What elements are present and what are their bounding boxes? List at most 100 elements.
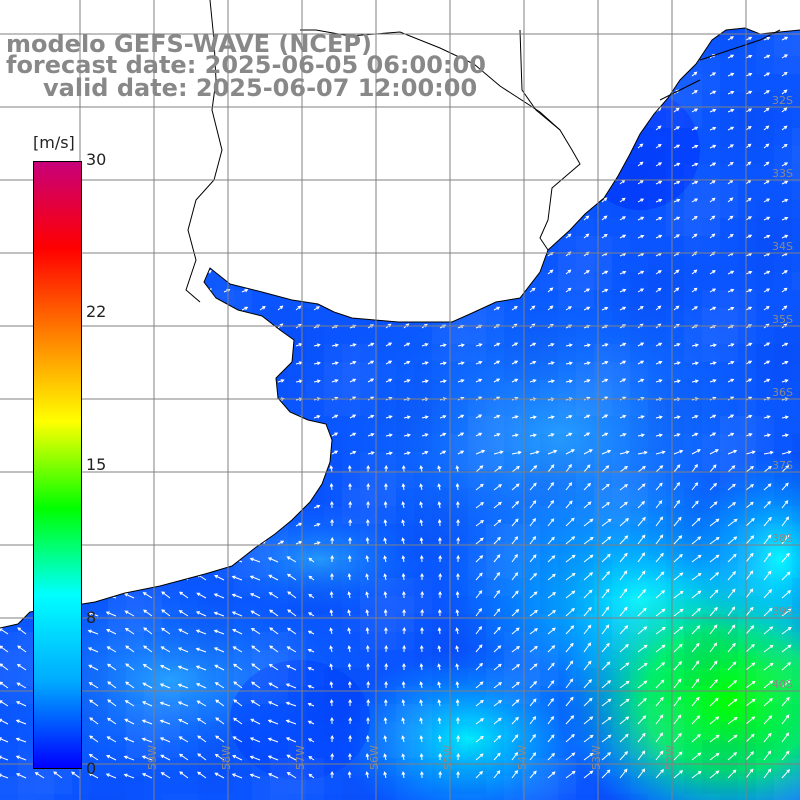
- wind-arrow-head: [333, 197, 338, 202]
- wind-arrow-head: [568, 482, 573, 486]
- wind-arrow-head: [171, 305, 176, 310]
- wind-arrow-head: [195, 683, 200, 687]
- wind-arrow-head: [179, 555, 183, 560]
- wind-arrow: [655, 89, 662, 95]
- wind-arrow: [529, 518, 536, 527]
- wind-arrow: [196, 611, 207, 617]
- wind-arrow-head: [10, 540, 15, 544]
- wind-arrow-head: [442, 126, 447, 131]
- wind-arrow-head: [625, 643, 629, 648]
- wind-arrow-head: [606, 769, 611, 774]
- wind-arrow: [547, 216, 554, 221]
- wind-arrow-head: [100, 108, 105, 113]
- wind-arrow-head: [479, 555, 484, 559]
- wind-arrow: [619, 625, 628, 635]
- wind-arrow: [277, 180, 284, 185]
- wind-arrow-head: [783, 71, 788, 76]
- wind-arrow-head: [478, 644, 483, 649]
- wind-arrow: [215, 556, 225, 563]
- wind-arrow-head: [136, 415, 141, 419]
- wind-arrow: [619, 535, 628, 545]
- wind-arrow-head: [369, 197, 374, 202]
- wind-arrow-head: [550, 715, 555, 720]
- wind-arrow-head: [351, 215, 356, 220]
- wind-arrow-head: [786, 679, 791, 684]
- wind-arrow: [160, 702, 171, 707]
- wind-arrow-head: [459, 270, 464, 274]
- wind-arrow: [251, 628, 261, 635]
- wind-arrow-head: [587, 501, 592, 506]
- wind-arrow: [601, 571, 610, 581]
- wind-arrow-head: [370, 324, 374, 328]
- wind-arrow-head: [244, 252, 249, 257]
- wind-arrow-head: [569, 660, 574, 665]
- wind-arrow: [233, 663, 243, 671]
- wind-arrow: [745, 751, 754, 761]
- wind-arrow-head: [154, 360, 159, 365]
- wind-arrow: [197, 735, 207, 743]
- wind-arrow: [205, 344, 212, 347]
- wind-arrow: [583, 72, 590, 77]
- wind-arrow: [89, 682, 99, 689]
- wind-arrow: [547, 108, 554, 113]
- wind-arrow-head: [455, 698, 460, 703]
- wind-arrow-head: [532, 234, 537, 239]
- wind-arrow-head: [28, 270, 33, 274]
- wind-arrow-head: [197, 735, 201, 740]
- wind-arrow-head: [495, 197, 500, 202]
- wind-arrow-head: [659, 732, 664, 737]
- wind-arrow: [673, 678, 682, 689]
- wind-arrow-head: [388, 360, 393, 364]
- wind-arrow-head: [729, 233, 734, 238]
- wind-arrow-head: [285, 719, 290, 724]
- wind-arrow-head: [766, 360, 771, 364]
- wind-arrow: [601, 752, 611, 761]
- wind-arrow: [619, 108, 626, 113]
- wind-arrow: [529, 573, 537, 581]
- wind-arrow-head: [586, 288, 591, 292]
- wind-arrow-head: [498, 465, 503, 470]
- wind-arrow-head: [515, 716, 519, 721]
- wind-arrow-head: [208, 541, 213, 546]
- wind-arrow: [97, 179, 104, 185]
- wind-arrow-head: [28, 379, 33, 383]
- wind-arrow: [187, 380, 195, 383]
- wind-arrow-head: [383, 716, 388, 721]
- wind-arrow: [727, 769, 737, 779]
- wind-arrow-head: [208, 450, 213, 454]
- wind-arrow: [197, 771, 207, 779]
- wind-arrow-head: [441, 216, 446, 220]
- wind-arrow: [269, 627, 279, 635]
- wind-arrow: [179, 771, 189, 779]
- wind-arrow-head: [179, 771, 184, 775]
- wind-arrow-head: [768, 715, 773, 720]
- wind-arrow-head: [136, 288, 141, 292]
- wind-arrow: [727, 554, 737, 563]
- wind-arrow-head: [732, 483, 736, 488]
- wind-arrow-head: [87, 593, 92, 597]
- wind-arrow-head: [424, 433, 429, 437]
- wind-arrow-head: [366, 464, 371, 469]
- wind-arrow-head: [82, 486, 87, 491]
- wind-arrow: [439, 198, 446, 203]
- wind-arrow-head: [154, 252, 159, 256]
- wind-arrow-head: [401, 537, 405, 542]
- wind-arrow-head: [658, 360, 663, 365]
- wind-arrow: [196, 629, 207, 635]
- wind-arrow: [475, 162, 482, 167]
- wind-arrow-head: [81, 215, 86, 220]
- wind-arrow-head: [308, 756, 313, 760]
- wind-arrow-head: [783, 305, 788, 310]
- wind-arrow-head: [388, 216, 393, 221]
- wind-arrow: [511, 752, 518, 761]
- wind-arrow-head: [208, 306, 213, 311]
- wind-arrow-head: [365, 591, 369, 596]
- wind-arrow-head: [642, 465, 646, 470]
- wind-arrow: [17, 664, 27, 671]
- wind-arrow-head: [135, 161, 140, 166]
- wind-arrow: [529, 270, 536, 275]
- wind-arrow-head: [657, 143, 662, 148]
- wind-arrow: [161, 646, 171, 653]
- wind-arrow: [169, 269, 176, 275]
- latitude-label: 37S: [772, 459, 793, 472]
